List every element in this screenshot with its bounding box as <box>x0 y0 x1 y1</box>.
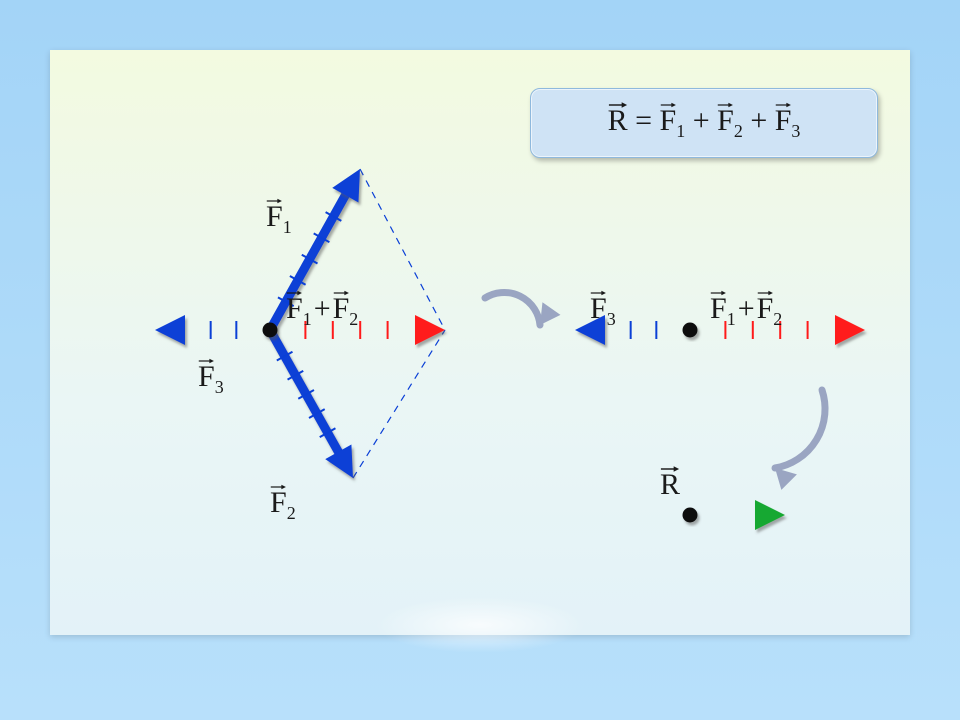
label-F1: F1 <box>266 200 292 238</box>
label-F2: F2 <box>270 486 296 524</box>
label-R: R <box>660 468 680 502</box>
label-F3: F3 <box>590 292 616 330</box>
label-F1+F2: F1+F2 <box>710 292 782 330</box>
diagram-canvas: R = F1 + F2 + F3 F1F3F2F1+F2F3F1+F2R <box>50 50 910 635</box>
label-F3: F3 <box>198 360 224 398</box>
label-F1+F2: F1+F2 <box>286 292 358 330</box>
label-layer: F1 F3 F2 F1+F2 F3 F1+F2 R <box>50 50 910 635</box>
